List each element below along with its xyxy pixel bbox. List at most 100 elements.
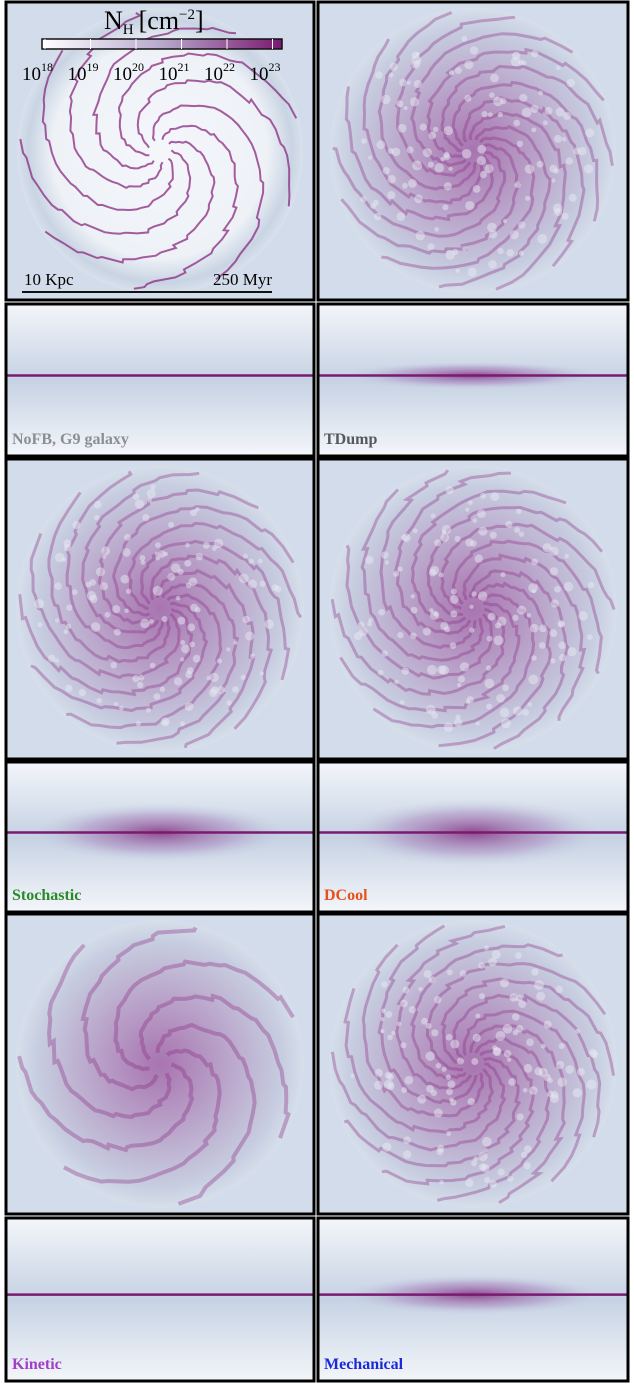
clump [381, 551, 388, 558]
clump [64, 539, 72, 547]
clump [473, 518, 478, 523]
clump [434, 539, 441, 546]
clump [147, 489, 156, 498]
clump [530, 624, 539, 633]
clump [408, 179, 417, 188]
clump [471, 1160, 477, 1166]
clump [390, 63, 398, 71]
clump [464, 95, 471, 102]
clump [503, 219, 507, 223]
panel-label: Stochastic [12, 887, 81, 904]
clump [456, 269, 460, 273]
clump [473, 1034, 481, 1042]
clump [490, 74, 499, 83]
clump [521, 60, 526, 65]
clump [537, 234, 547, 244]
clump [260, 671, 264, 675]
clump [500, 708, 510, 718]
clump [554, 135, 562, 143]
clump [397, 1022, 402, 1027]
clump [427, 243, 434, 250]
clump [100, 582, 108, 590]
clump [513, 1030, 519, 1036]
clump [91, 622, 101, 632]
clump [140, 555, 146, 561]
clump [387, 175, 395, 183]
clump [155, 552, 159, 556]
clump [512, 52, 520, 60]
clump [551, 599, 559, 607]
clump [454, 718, 462, 726]
clump [89, 579, 95, 585]
clump [517, 1113, 524, 1120]
clump [397, 632, 403, 638]
clump [400, 1042, 406, 1048]
clump [562, 213, 569, 220]
clump [494, 635, 504, 645]
clump [446, 486, 454, 494]
tick-exponent: 22 [223, 60, 235, 74]
clump [549, 629, 557, 637]
clump [464, 60, 473, 69]
clump [389, 73, 394, 78]
clump [417, 1095, 426, 1104]
clump [387, 1083, 395, 1091]
clump [484, 945, 489, 950]
clump [539, 625, 547, 633]
clump [63, 629, 68, 634]
clump [586, 1079, 596, 1089]
clump [465, 1179, 473, 1187]
clump [537, 161, 544, 168]
clump [167, 573, 175, 581]
clump [378, 670, 384, 676]
clump [94, 515, 99, 520]
clump [411, 607, 418, 614]
clump [539, 642, 546, 649]
tick-exponent: 23 [269, 60, 281, 74]
clump [524, 1162, 531, 1169]
clump [434, 1109, 443, 1118]
clump [516, 995, 523, 1002]
clump [514, 527, 520, 533]
clump [532, 589, 536, 593]
clump [381, 95, 390, 104]
clump [381, 1008, 386, 1013]
clump [465, 539, 473, 547]
clump [449, 70, 454, 75]
clump [492, 950, 501, 959]
clump [480, 493, 486, 499]
clump [155, 542, 161, 548]
clump [141, 560, 146, 565]
clump [534, 980, 544, 990]
panel: Stochastic [6, 459, 314, 912]
clump [142, 514, 149, 521]
clump [513, 120, 520, 127]
clump [462, 246, 467, 251]
clump [374, 1080, 383, 1089]
clump [500, 572, 505, 577]
clump [457, 683, 461, 687]
clump [481, 111, 487, 117]
clump [400, 700, 405, 705]
clump [536, 992, 545, 1001]
clump [544, 1020, 552, 1028]
clump [556, 1061, 564, 1069]
clump [490, 532, 497, 539]
clump [412, 161, 422, 171]
clump [578, 611, 588, 621]
clump [507, 1176, 513, 1182]
clump [466, 700, 471, 705]
clump [531, 127, 536, 132]
clump [436, 1063, 442, 1069]
clump [567, 647, 576, 656]
clump [488, 260, 497, 269]
clump [184, 560, 191, 567]
clump [248, 558, 254, 564]
clump [153, 586, 163, 596]
clump [577, 1068, 585, 1076]
clump [190, 604, 198, 612]
clump [196, 553, 203, 560]
clump [522, 709, 529, 716]
clump [486, 665, 491, 670]
clump [444, 126, 453, 135]
